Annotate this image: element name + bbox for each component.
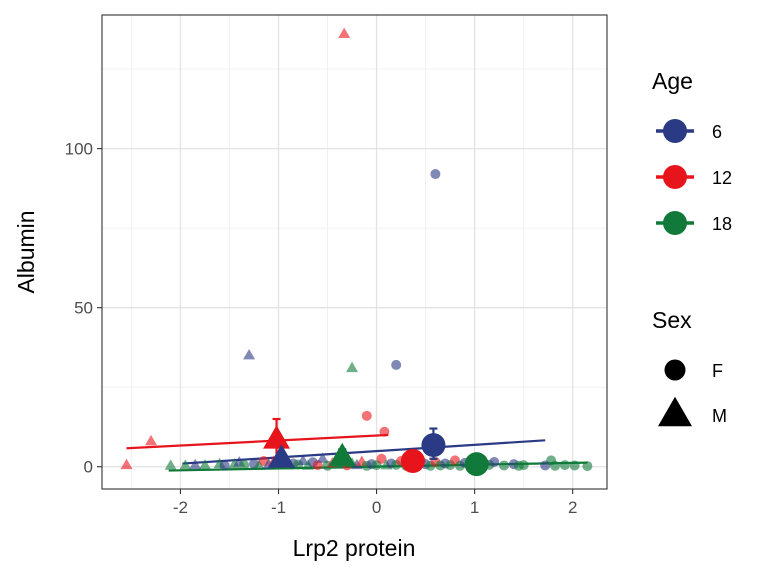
data-point [301,459,314,470]
trend-line-age-12 [126,433,389,450]
group-mean-point [400,449,425,474]
data-point [518,460,529,471]
legend-key-age-12 [663,165,687,189]
data-point [297,454,310,465]
data-point [361,410,372,421]
x-tick-label: 0 [372,498,381,517]
data-point [219,460,230,471]
data-point [559,460,570,471]
group-mean-point [263,425,291,449]
y-tick-label: 100 [65,140,93,159]
data-point [582,461,593,472]
group-mean-point [464,452,489,477]
data-point [179,459,192,470]
data-point [243,348,256,360]
plot-border [101,14,608,490]
data-point [489,456,500,467]
data-point [198,459,211,470]
y-tick-label: 0 [84,458,93,477]
data-point [252,459,265,470]
legend-key-sex-M [658,396,692,427]
sex-legend-title: Sex [652,307,692,333]
data-point [120,458,133,470]
y-tick-label: 50 [74,299,93,318]
data-point [239,460,250,471]
group-means [263,417,489,477]
data-point [189,458,202,470]
data-point [145,434,158,446]
x-axis-title: Lrp2 protein [293,535,416,561]
data-point [376,453,387,464]
x-tick-label: -1 [271,498,286,517]
data-point [346,361,359,373]
legend-key-sex-F [664,359,686,381]
data-point [550,460,561,471]
axes: -2 -1 0 1 2 0 50 100 [65,140,578,517]
data-point [430,169,441,180]
trend-line-age-6 [182,439,546,465]
legend-key-age-18 [663,211,687,235]
legend-key-age-6 [663,119,687,143]
group-mean-point [421,433,446,458]
x-tick-label: -2 [173,498,188,517]
data-point [164,459,177,470]
group-mean-point [267,444,295,468]
y-axis-title: Albumin [13,210,39,293]
data-point [569,460,580,471]
legend-label-age-18: 18 [712,214,732,234]
x-tick-label: 2 [568,498,577,517]
legend-label-sex-F: F [712,361,723,381]
data-point [379,426,390,437]
data-point [316,452,329,463]
data-point [338,27,351,39]
data-point [499,460,510,471]
legend-label-age-12: 12 [712,168,732,188]
plot-panel [102,15,607,489]
age-legend-title: Age [652,68,693,94]
legend: Age Sex 6 12 18 F M [652,68,732,427]
data-point [391,359,402,370]
legend-label-sex-M: M [712,406,727,426]
x-tick-label: 1 [470,498,479,517]
data-point [350,458,363,470]
legend-label-age-6: 6 [712,122,722,142]
group-mean-point [328,442,356,467]
data-points [120,27,593,472]
